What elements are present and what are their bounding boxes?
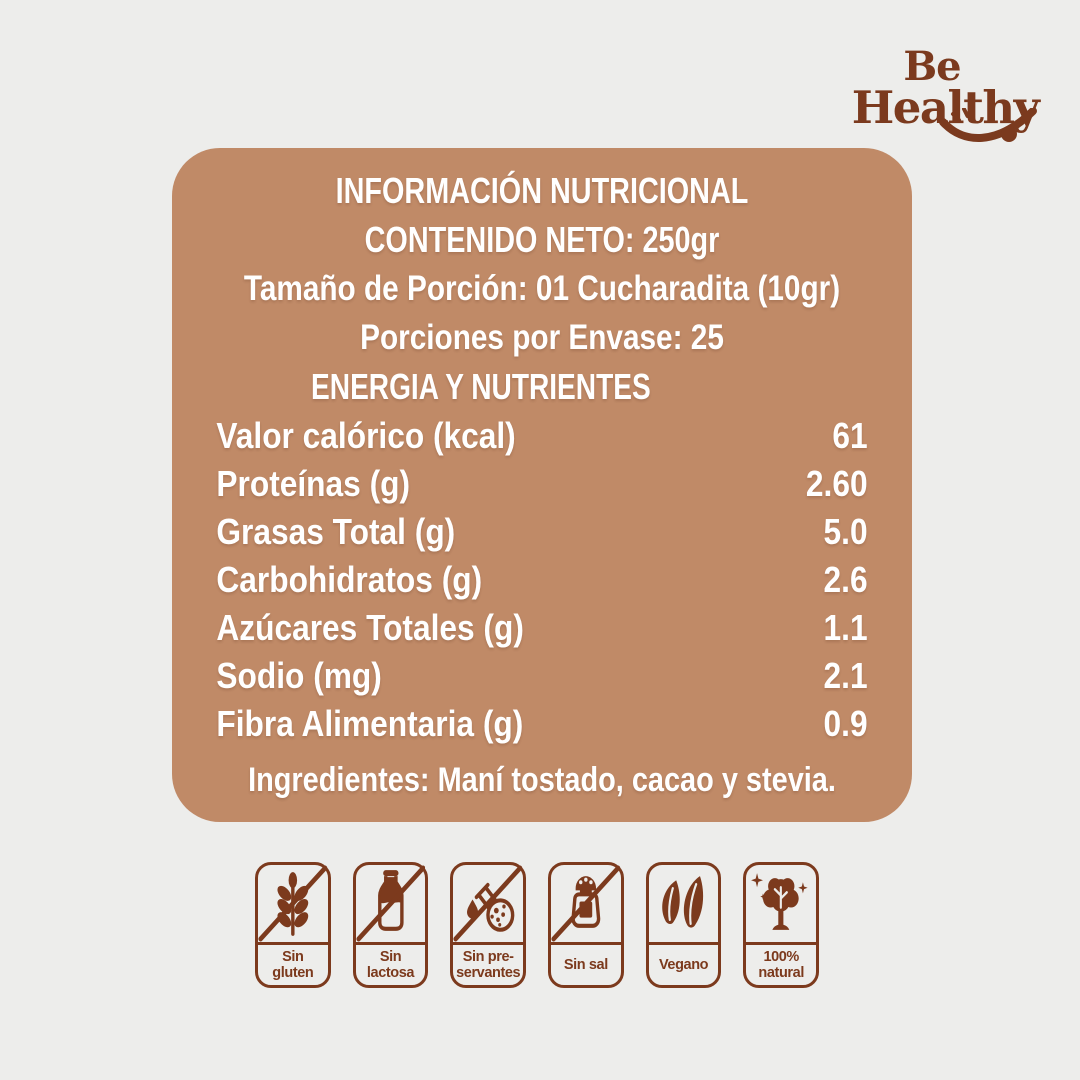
no-preservatives-icon bbox=[453, 865, 524, 945]
badge-label: Sin bbox=[379, 949, 402, 965]
nutrient-label: Fibra Alimentaria (g) bbox=[216, 703, 524, 744]
no-gluten-icon bbox=[258, 865, 328, 945]
badge-no-gluten: Sin gluten bbox=[255, 862, 331, 988]
servings-per-container: Porciones por Envase: 25 bbox=[360, 318, 724, 357]
nutrient-row: Azúcares Totales (g) 1.1 bbox=[216, 604, 867, 652]
serving-size: Tamaño de Porción: 01 Cucharadita (10gr) bbox=[243, 269, 841, 308]
badge-vegan: Vegano bbox=[645, 862, 722, 988]
badge-no-salt: Sin sal bbox=[548, 862, 624, 988]
table-header: ENERGIA Y NUTRIENTES bbox=[311, 366, 651, 407]
nutrient-row: Proteínas (g) 2.60 bbox=[216, 460, 867, 508]
nutrient-label: Grasas Total (g) bbox=[216, 511, 456, 552]
badge-natural: 100% natural bbox=[743, 862, 820, 988]
badge-label: lactosa bbox=[366, 965, 415, 981]
panel-title: INFORMACIÓN NUTRICIONAL bbox=[335, 170, 749, 211]
nutrient-value: 2.6 bbox=[823, 559, 868, 600]
badge-no-preservatives: Sin pre- servantes bbox=[450, 862, 527, 988]
vegan-leaf-icon bbox=[648, 865, 719, 945]
badge-label: 100% bbox=[763, 949, 799, 965]
net-content: CONTENIDO NETO: 250gr bbox=[364, 219, 720, 260]
nutrient-label: Proteínas (g) bbox=[216, 463, 411, 504]
nutrient-value: 2.1 bbox=[823, 655, 868, 696]
nutrient-value: 61 bbox=[832, 415, 868, 456]
nutrient-row: Valor calórico (kcal) 61 bbox=[216, 412, 867, 460]
badge-label: Sin sal bbox=[563, 957, 608, 973]
nutrient-row: Fibra Alimentaria (g) 0.9 bbox=[216, 700, 867, 748]
badge-label: servantes bbox=[456, 965, 521, 981]
nutrient-label: Sodio (mg) bbox=[216, 655, 382, 696]
nutrient-value: 1.1 bbox=[823, 607, 868, 648]
brand-logo: Be Healthy bbox=[845, 43, 1045, 142]
badge-no-lactose: Sin lactosa bbox=[352, 862, 429, 988]
nutrient-value: 5.0 bbox=[823, 511, 868, 552]
brand-swoosh-icon bbox=[939, 108, 1037, 142]
badge-label: Sin pre- bbox=[462, 949, 514, 965]
nutrient-value: 0.9 bbox=[823, 703, 868, 744]
nutrient-row: Sodio (mg) 2.1 bbox=[216, 652, 867, 700]
no-salt-icon bbox=[551, 865, 621, 945]
brand-name-line1: Be bbox=[903, 43, 961, 90]
nutrient-value: 2.60 bbox=[805, 463, 868, 504]
nutrient-label: Azúcares Totales (g) bbox=[216, 607, 524, 648]
nutrient-label: Valor calórico (kcal) bbox=[216, 415, 516, 456]
nutrient-row: Carbohidratos (g) 2.6 bbox=[216, 556, 867, 604]
natural-tree-icon bbox=[746, 865, 817, 945]
nutrition-panel: INFORMACIÓN NUTRICIONAL CONTENIDO NETO: … bbox=[172, 148, 912, 822]
badge-label: gluten bbox=[272, 965, 314, 981]
badge-label: Vegano bbox=[658, 957, 709, 973]
nutrient-row: Grasas Total (g) 5.0 bbox=[216, 508, 867, 556]
nutrient-label: Carbohidratos (g) bbox=[216, 559, 483, 600]
badge-label: natural bbox=[758, 965, 804, 981]
ingredients-line: Ingredientes: Maní tostado, cacao y stev… bbox=[248, 761, 836, 799]
badge-list: Sin gluten Sin lactosa bbox=[255, 862, 820, 988]
badge-label: Sin bbox=[282, 949, 304, 965]
no-lactose-icon bbox=[355, 865, 426, 945]
